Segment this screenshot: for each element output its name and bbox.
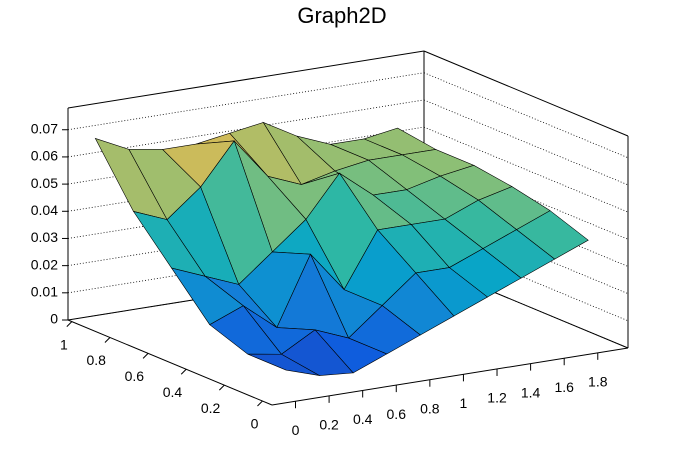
x-tick-label: 0 (292, 422, 300, 438)
y-tick-label: 0.4 (163, 384, 183, 400)
x-tick-label: 0.8 (420, 400, 440, 416)
z-tick-label: 0.04 (31, 202, 58, 218)
grid-line (423, 99, 629, 186)
x-tick-label: 1.6 (554, 379, 574, 395)
z-tick-label: 0.03 (31, 229, 58, 245)
y-tick-label: 0.2 (201, 400, 221, 416)
y-tick-label: 0.6 (125, 368, 145, 384)
x-tick-label: 0.4 (353, 411, 373, 427)
grid-line (423, 126, 629, 213)
x-tick-label: 1.2 (487, 390, 507, 406)
z-tick-label: 0 (50, 311, 58, 327)
x-tick-label: 0.6 (387, 406, 407, 422)
y-tick (180, 368, 187, 375)
y-tick (257, 400, 263, 407)
y-tick (142, 353, 149, 359)
y-tick (218, 384, 225, 391)
y-tick-label: 0.8 (86, 352, 106, 368)
grid-line (67, 72, 425, 131)
x-tick-label: 1 (460, 395, 468, 411)
z-tick-label: 0.01 (31, 284, 58, 300)
y-tick (66, 321, 73, 327)
axis-line (67, 50, 425, 109)
axis-line (423, 50, 629, 137)
axis-line (67, 319, 273, 406)
y-tick-label: 0 (251, 416, 259, 432)
chart-title: Graph2D (297, 3, 386, 28)
y-tick (104, 337, 111, 343)
z-tick-label: 0.05 (31, 175, 58, 191)
x-tick-label: 1.8 (588, 374, 608, 390)
grid-line (423, 72, 629, 159)
axis-line (271, 347, 629, 406)
x-tick-label: 1.4 (521, 384, 541, 400)
z-tick-label: 0.06 (31, 148, 58, 164)
z-tick-label: 0.02 (31, 256, 58, 272)
y-tick-label: 1 (60, 336, 68, 352)
z-tick-label: 0.07 (31, 120, 58, 136)
surface-cell (247, 353, 320, 376)
x-tick-label: 0.2 (319, 417, 339, 433)
